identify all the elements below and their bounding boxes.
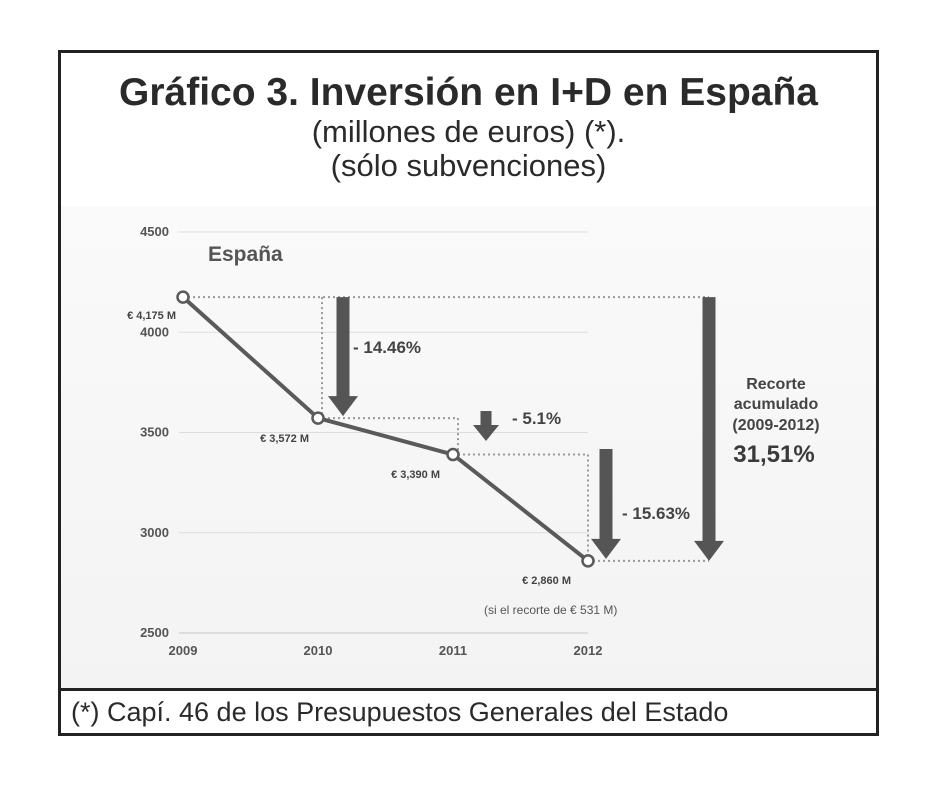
value-label-2010: € 3,572 M [260, 433, 309, 445]
x-tick-2011: 2011 [439, 643, 467, 658]
arrow-drop-2010 [328, 297, 358, 417]
x-axis-ticks: 2009 2010 2011 2012 [169, 643, 603, 658]
chart-subtitle-units: (millones de euros) (*). [311, 114, 626, 149]
cumulative-line-1: Recorte [746, 376, 806, 393]
y-axis-ticks: 2500 3000 3500 4000 4500 [140, 224, 169, 640]
line-chart: 2500 3000 3500 4000 4500 2009 2010 2011 2012 Es… [127, 224, 820, 658]
chart-subtitle-scope: (sólo subvenciones) [330, 148, 607, 183]
arrow-cumulative [694, 297, 724, 561]
y-tick-2500: 2500 [140, 625, 169, 640]
chart-title: Gráfico 3. Inversión en I+D en España [119, 71, 818, 114]
plot-area: 2500 3000 3500 4000 4500 2009 2010 2011 2012 Es… [61, 206, 876, 688]
guide-2011-level [453, 453, 589, 561]
y-tick-3500: 3500 [140, 425, 169, 440]
cumulative-line-3: (2009-2012) [732, 417, 819, 434]
x-tick-2010: 2010 [304, 643, 333, 658]
arrow-drop-2012 [591, 449, 621, 559]
y-tick-3000: 3000 [140, 525, 169, 540]
drop-label-2010: - 14.46% [353, 338, 421, 357]
recorte-note: (si el recorte de € 531 M) [484, 603, 617, 617]
value-label-2011: € 3,390 M [391, 469, 440, 481]
data-series [176, 290, 595, 568]
data-point-2009 [176, 290, 190, 304]
data-point-2012 [581, 554, 595, 568]
cumulative-label: Recorte acumulado (2009-2012) 31,51% [732, 376, 819, 468]
drop-arrows [328, 297, 724, 561]
guide-2010-level [318, 417, 459, 455]
chart-header: Gráfico 3. Inversión en I+D en España (m… [61, 53, 876, 209]
series-line [181, 295, 590, 563]
y-tick-4000: 4000 [140, 324, 169, 339]
value-label-2009: € 4,175 M [127, 310, 176, 322]
drop-label-2012: - 15.63% [622, 504, 690, 523]
y-tick-4500: 4500 [140, 224, 169, 239]
footnote: (*) Capí. 46 de los Presupuestos General… [61, 688, 876, 733]
x-tick-2012: 2012 [574, 643, 603, 658]
cumulative-percent: 31,51% [733, 441, 814, 468]
arrow-drop-2011 [473, 411, 499, 441]
grid-lines [179, 231, 588, 634]
chart-frame: Gráfico 3. Inversión en I+D en España (m… [58, 50, 879, 736]
data-point-2011 [446, 447, 460, 462]
data-labels: € 4,175 M € 3,572 M € 3,390 M € 2,860 M [127, 310, 571, 587]
value-label-2012: € 2,860 M [522, 575, 571, 587]
x-tick-2009: 2009 [169, 643, 198, 658]
region-label: España [208, 243, 283, 266]
cumulative-line-2: acumulado [734, 396, 819, 413]
data-point-2010 [311, 411, 325, 425]
drop-label-2011: - 5.1% [512, 409, 561, 428]
guide-lines [183, 296, 709, 562]
